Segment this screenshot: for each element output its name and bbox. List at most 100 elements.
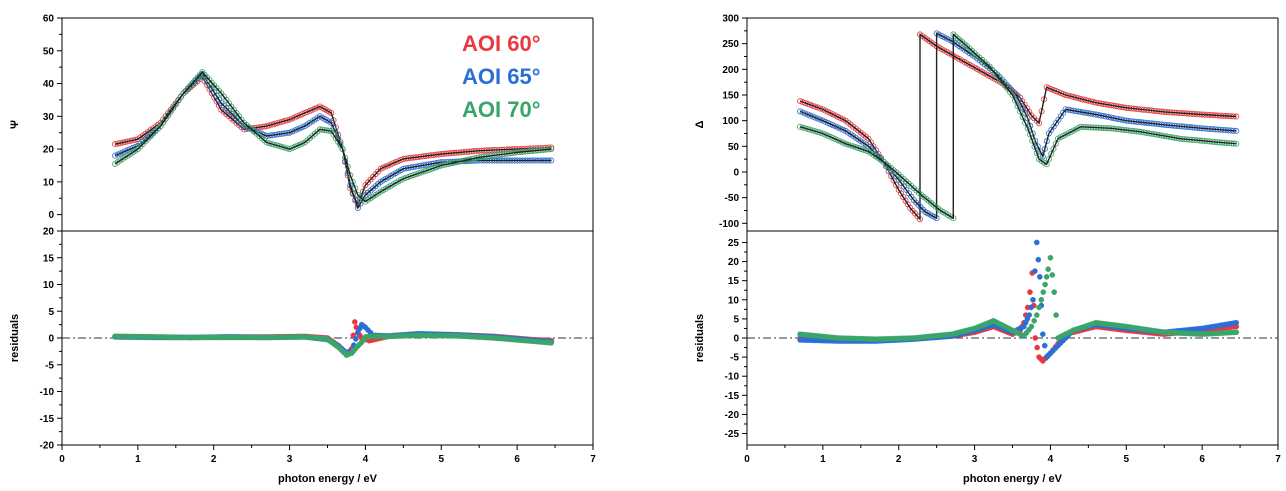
- x-tick-label: 6: [514, 454, 520, 465]
- x-tick-label: 3: [287, 454, 293, 465]
- y-tick-label: -15: [725, 391, 740, 402]
- y-tick-label: 15: [43, 253, 55, 264]
- data-point: [402, 174, 409, 181]
- data-point: [415, 170, 422, 177]
- data-point: [1013, 91, 1020, 98]
- data-point: [817, 129, 824, 136]
- y-tick-label: 300: [722, 14, 739, 25]
- series-aoi65: [797, 239, 1240, 360]
- y-tick-label: 50: [728, 142, 740, 153]
- data-point: [1032, 268, 1038, 274]
- panel-right-top: -100 -50 0 50 100 150 200 250 300 Δ: [694, 14, 1279, 231]
- data-point: [1034, 344, 1040, 351]
- x-tick-label: 2: [896, 454, 902, 465]
- data-point: [1031, 143, 1038, 150]
- data-point: [1043, 161, 1050, 168]
- data-point: [1053, 312, 1059, 318]
- data-point: [809, 102, 816, 109]
- y-axis-title: Ψ: [9, 120, 21, 129]
- series-aoi60: [797, 270, 1240, 364]
- y-tick-label: -20: [40, 441, 55, 452]
- data-point: [802, 99, 809, 106]
- data-point: [1009, 91, 1016, 98]
- data-point: [428, 165, 435, 172]
- data-point: [1042, 281, 1048, 288]
- y-tick-label: 50: [43, 46, 55, 57]
- series-aoi65: [797, 30, 1240, 222]
- y-tick-label: 0: [733, 334, 739, 345]
- y-tick-label: -50: [725, 193, 740, 204]
- panel-left-top: 0 10 20 30 40 50 60 Ψ AOI 60° AOI 65° AOI 70°: [9, 14, 594, 231]
- y-tick-label: -100: [719, 219, 739, 230]
- data-point: [804, 100, 811, 107]
- y-tick-label: 5: [733, 314, 739, 325]
- y-axis-title: Δ: [694, 120, 706, 128]
- data-point: [1048, 151, 1055, 158]
- data-point: [352, 319, 358, 325]
- data-point: [405, 173, 412, 180]
- data-point: [548, 340, 555, 346]
- data-point: [1035, 256, 1042, 263]
- legend-entry: AOI 70°: [462, 97, 541, 122]
- y-tick-label: 100: [722, 116, 739, 127]
- data-point: [799, 99, 806, 106]
- series-aoi65: [112, 70, 555, 212]
- panel-right-bottom: -25 -20 -15 -10 -5 0 5 10 15 20 25 0 1 2 3 4 5 6 7 residual…: [694, 230, 1281, 485]
- data-point: [1045, 266, 1051, 273]
- data-point: [1033, 239, 1040, 246]
- series-aoi70: [797, 254, 1240, 342]
- data-point: [349, 178, 356, 185]
- data-point: [1052, 140, 1059, 147]
- data-point: [1026, 312, 1032, 318]
- data-point: [1045, 156, 1052, 163]
- y-tick-label: -20: [725, 410, 740, 421]
- data-point: [1047, 254, 1054, 261]
- data-point: [1033, 149, 1040, 156]
- data-point: [425, 166, 432, 173]
- data-point: [352, 185, 359, 192]
- y-tick-label: 10: [43, 280, 55, 291]
- data-point: [418, 169, 425, 176]
- x-tick-label: 4: [1048, 454, 1054, 465]
- data-point: [1031, 318, 1037, 324]
- data-point: [420, 168, 427, 175]
- y-tick-label: 0: [48, 334, 54, 345]
- y-tick-label: 0: [733, 167, 739, 178]
- x-tick-label: 7: [1275, 454, 1281, 465]
- data-point: [1019, 114, 1026, 121]
- y-tick-label: 60: [43, 14, 55, 25]
- data-point: [1037, 148, 1044, 155]
- data-point: [353, 336, 359, 342]
- y-tick-label: -10: [725, 372, 740, 383]
- data-point: [814, 104, 821, 111]
- y-tick-label: 0: [48, 210, 54, 221]
- data-point: [1040, 289, 1047, 295]
- data-point: [433, 164, 440, 171]
- data-point: [812, 103, 819, 110]
- data-point: [1028, 304, 1034, 311]
- fit-line: [799, 32, 1237, 220]
- y-tick-label: 30: [43, 112, 55, 123]
- y-axis-title: residuals: [694, 314, 706, 362]
- y-tick-label: -25: [725, 429, 740, 440]
- data-point: [1051, 289, 1058, 295]
- data-point: [1233, 319, 1240, 326]
- data-point: [407, 172, 414, 179]
- data-point: [400, 175, 407, 182]
- series-aoi70: [112, 69, 555, 205]
- data-point: [1017, 101, 1024, 108]
- data-point: [1028, 323, 1035, 330]
- y-tick-label: 40: [43, 79, 55, 90]
- y-axis-title: residuals: [9, 314, 21, 362]
- data-point: [412, 171, 419, 178]
- data-point: [430, 165, 437, 172]
- x-tick-label: 2: [211, 454, 217, 465]
- y-tick-label: 20: [43, 227, 55, 238]
- fit-line: [799, 32, 1237, 220]
- data-point: [1233, 329, 1240, 336]
- y-tick-label: 15: [728, 276, 740, 287]
- x-tick-label: 5: [1124, 454, 1130, 465]
- data-point: [1038, 296, 1045, 303]
- data-point: [1032, 335, 1039, 341]
